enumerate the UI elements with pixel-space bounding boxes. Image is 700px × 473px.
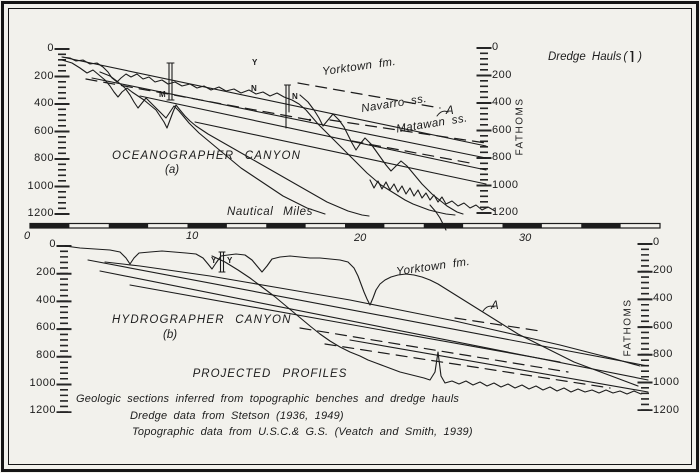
dredge-hauls-paren-close: ): [638, 50, 643, 63]
tick-label: 400: [34, 97, 54, 109]
tick-label: 800: [492, 151, 512, 163]
panel-a-yorktown-label: Yorktown fm.: [321, 55, 397, 79]
panel-a-haul-mark-y: Y: [252, 58, 258, 67]
panel-b-letter: (b): [163, 329, 178, 341]
caption-line3: Topographic data from U.S.C.& G.S. (Veat…: [132, 426, 473, 438]
panel-a-haul-mark-m: M: [159, 90, 166, 99]
tick-label: 400: [653, 292, 673, 304]
mile-tick-0: 0: [24, 230, 31, 242]
tick-label: 1000: [29, 377, 56, 389]
panel-a-navarro-label: Navarro ss.: [360, 92, 428, 116]
panel-a-section-label: A: [446, 105, 455, 117]
mile-tick-20: 20: [354, 232, 367, 244]
mile-tick-30: 30: [519, 232, 532, 244]
caption-line2: Dredge data from Stetson (1936, 1949): [130, 410, 344, 422]
tick-label: 400: [492, 96, 512, 108]
tick-label: 1200: [27, 207, 54, 219]
tick-label: 0: [492, 41, 499, 53]
tick-label: 800: [653, 348, 673, 360]
dredge-hauls-legend: Dredge Hauls ( ): [548, 50, 642, 63]
tick-label: 800: [36, 349, 56, 361]
fathoms-axis-label-top: FATHOMS: [514, 97, 526, 156]
tick-label: 0: [49, 238, 56, 250]
tick-label: 1200: [492, 206, 519, 218]
tick-label: 200: [653, 264, 673, 276]
miles-axis-title: Nautical Miles: [227, 206, 313, 218]
panel-b-yorktown-label: Yorktown fm.: [395, 255, 471, 279]
tick-label: 1200: [29, 404, 56, 416]
dredge-hauls-paren-open: (: [623, 50, 628, 63]
tick-label: 200: [36, 266, 56, 278]
panel-b-section-label: A: [491, 300, 500, 312]
tick-label: 1000: [492, 179, 519, 191]
panel-a-letter: (a): [165, 164, 180, 176]
tick-label: 600: [36, 321, 56, 333]
caption-title: PROJECTED PROFILES: [192, 368, 348, 380]
tick-label: 800: [34, 152, 54, 164]
panel-a-sample-dot: [308, 118, 312, 122]
mile-tick-10: 10: [186, 230, 199, 242]
panel-a-title: OCEANOGRAPHER CANYON: [112, 150, 302, 162]
panel-a-dredge-haul-bars: [166, 62, 292, 129]
panel-a-haul-mark-n1: N: [251, 84, 257, 93]
caption-line1: Geologic sections inferred from topograp…: [76, 393, 460, 405]
tick-label: 200: [492, 69, 512, 81]
tick-label: 400: [36, 294, 56, 306]
tick-label: 0: [653, 236, 660, 248]
dredge-haul-symbol-icon: [629, 50, 636, 63]
tick-label: 1000: [653, 376, 680, 388]
tick-label: 1200: [653, 404, 680, 416]
panel-b-haul-mark-y1: Y: [211, 256, 217, 265]
panel-b-haul-mark-y2: Y: [227, 256, 233, 265]
tick-label: 1000: [27, 180, 54, 192]
panel-b-dredge-haul-bars: [218, 251, 226, 273]
panel-a-profiles: [61, 56, 496, 231]
panel-a-matawan-label: Matawan ss.: [395, 112, 469, 136]
miles-scale-bar: [29, 222, 661, 229]
tick-label: 600: [492, 124, 512, 136]
panel-b-title: HYDROGRAPHER CANYON: [112, 314, 292, 326]
tick-label: 0: [47, 42, 54, 54]
tick-label: 600: [34, 125, 54, 137]
panel-a-haul-mark-n2: N: [292, 92, 298, 101]
tick-label: 200: [34, 70, 54, 82]
tick-label: 600: [653, 320, 673, 332]
fathoms-axis-label-bottom: FATHOMS: [622, 298, 634, 357]
dredge-hauls-label: Dredge Hauls: [548, 50, 622, 63]
